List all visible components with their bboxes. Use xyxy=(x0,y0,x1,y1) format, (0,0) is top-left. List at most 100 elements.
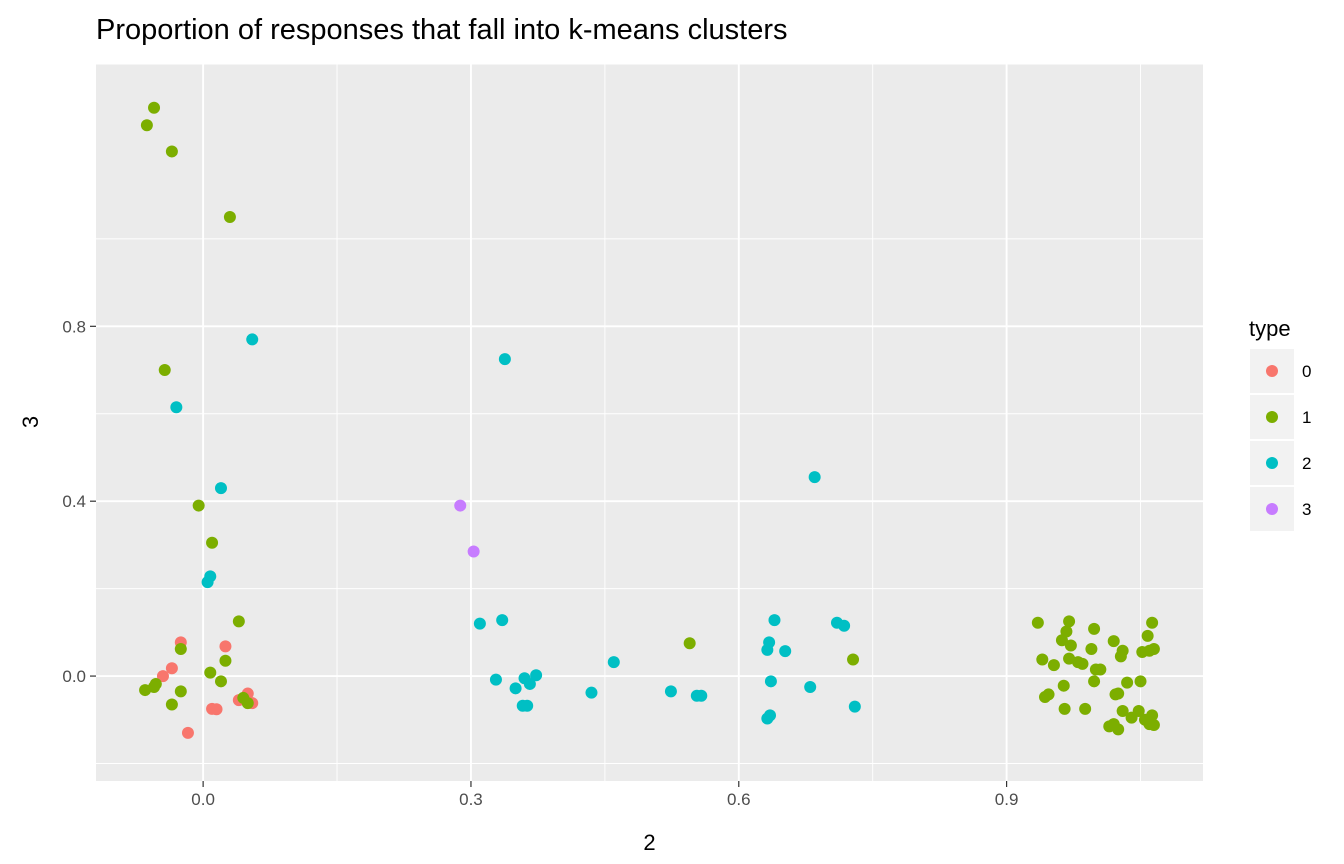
data-point-type-2 xyxy=(695,689,708,702)
data-point-type-1 xyxy=(1036,653,1049,666)
x-tick-label: 0.9 xyxy=(995,790,1019,809)
data-point-type-1 xyxy=(1088,622,1101,635)
legend-label: 0 xyxy=(1302,362,1311,381)
data-point-type-1 xyxy=(174,642,187,655)
data-point-type-2 xyxy=(848,700,861,713)
legend-swatch xyxy=(1266,503,1278,515)
data-point-type-1 xyxy=(232,615,245,628)
data-point-type-1 xyxy=(206,536,219,549)
plot-panel xyxy=(96,64,1203,781)
data-point-type-2 xyxy=(764,709,777,722)
data-point-type-2 xyxy=(804,681,817,694)
data-point-type-1 xyxy=(847,653,860,666)
legend-swatch xyxy=(1266,365,1278,377)
data-points xyxy=(139,101,1160,739)
data-point-type-2 xyxy=(530,669,543,682)
data-point-type-1 xyxy=(1132,705,1145,718)
minor-gridlines xyxy=(96,63,1203,781)
data-point-type-0 xyxy=(156,670,169,683)
data-point-type-1 xyxy=(214,675,227,688)
data-point-type-2 xyxy=(201,576,214,589)
legend-label: 1 xyxy=(1302,408,1311,427)
data-point-type-1 xyxy=(1121,676,1134,689)
x-tick-label: 0.0 xyxy=(191,790,215,809)
x-axis-ticks: 0.0 0.3 0.6 0.9 xyxy=(191,781,1018,809)
data-point-type-1 xyxy=(148,101,161,114)
legend-entries: 0 1 2 3 xyxy=(1250,349,1311,531)
data-point-type-1 xyxy=(140,119,153,132)
data-point-type-1 xyxy=(1064,639,1077,652)
x-axis-title: 2 xyxy=(643,830,655,855)
data-point-type-2 xyxy=(489,673,502,686)
data-point-type-1 xyxy=(1147,642,1160,655)
data-point-type-2 xyxy=(764,675,777,688)
data-point-type-2 xyxy=(585,686,598,699)
data-point-type-2 xyxy=(473,617,486,630)
data-point-type-1 xyxy=(1042,688,1055,701)
data-point-type-1 xyxy=(219,654,232,667)
y-axis-ticks: 0.0 0.4 0.8 xyxy=(62,317,96,686)
x-tick-label: 0.6 xyxy=(727,790,751,809)
data-point-type-1 xyxy=(204,666,217,679)
data-point-type-1 xyxy=(1063,615,1076,628)
data-point-type-0 xyxy=(210,703,223,716)
data-point-type-2 xyxy=(496,614,509,627)
y-tick-label: 0.0 xyxy=(62,667,86,686)
data-point-type-1 xyxy=(158,364,171,377)
data-point-type-1 xyxy=(1047,659,1060,672)
data-point-type-2 xyxy=(523,677,536,690)
data-point-type-2 xyxy=(808,471,821,484)
data-point-type-1 xyxy=(174,685,187,698)
major-gridlines xyxy=(96,64,1203,781)
legend-swatch xyxy=(1266,457,1278,469)
data-point-type-3 xyxy=(467,545,480,558)
legend-label: 3 xyxy=(1302,500,1311,519)
data-point-type-2 xyxy=(170,401,183,414)
data-point-type-1 xyxy=(241,697,254,710)
data-point-type-2 xyxy=(763,636,776,649)
legend-label: 2 xyxy=(1302,454,1311,473)
y-axis-title: 3 xyxy=(18,416,43,428)
data-point-type-1 xyxy=(1147,719,1160,732)
data-point-type-0 xyxy=(219,640,232,653)
data-point-type-1 xyxy=(139,684,152,697)
chart-title: Proportion of responses that fall into k… xyxy=(96,14,788,46)
data-point-type-2 xyxy=(509,682,522,695)
data-point-type-1 xyxy=(1116,705,1129,718)
data-point-type-1 xyxy=(192,499,205,512)
y-tick-label: 0.4 xyxy=(62,492,86,511)
data-point-type-1 xyxy=(1112,723,1125,736)
data-point-type-1 xyxy=(1060,625,1073,638)
data-point-type-1 xyxy=(683,637,696,650)
data-point-type-1 xyxy=(165,698,178,711)
data-point-type-2 xyxy=(521,699,534,712)
data-point-type-1 xyxy=(1085,642,1098,655)
y-tick-label: 0.8 xyxy=(62,317,86,336)
data-point-type-2 xyxy=(498,353,511,366)
data-point-type-1 xyxy=(1112,687,1125,700)
data-point-type-1 xyxy=(1146,616,1159,629)
data-point-type-1 xyxy=(1107,635,1120,648)
data-point-type-2 xyxy=(779,645,792,658)
data-point-type-1 xyxy=(1057,679,1070,692)
data-point-type-1 xyxy=(1134,675,1147,688)
data-point-type-1 xyxy=(1116,644,1129,657)
data-point-type-1 xyxy=(223,211,236,224)
data-point-type-0 xyxy=(165,662,178,675)
data-point-type-1 xyxy=(1058,702,1071,715)
data-point-type-2 xyxy=(768,614,781,627)
data-point-type-1 xyxy=(165,145,178,158)
data-point-type-1 xyxy=(1031,616,1044,629)
data-point-type-1 xyxy=(1141,629,1154,642)
data-point-type-2 xyxy=(214,482,227,495)
legend-title: type xyxy=(1249,316,1291,341)
data-point-type-1 xyxy=(1094,663,1107,676)
legend-swatch xyxy=(1266,411,1278,423)
data-point-type-1 xyxy=(1076,657,1089,670)
x-tick-label: 0.3 xyxy=(459,790,483,809)
data-point-type-1 xyxy=(1079,702,1092,715)
data-point-type-2 xyxy=(664,685,677,698)
legend: type 0 1 2 3 xyxy=(1249,316,1311,531)
data-point-type-1 xyxy=(1088,675,1101,688)
